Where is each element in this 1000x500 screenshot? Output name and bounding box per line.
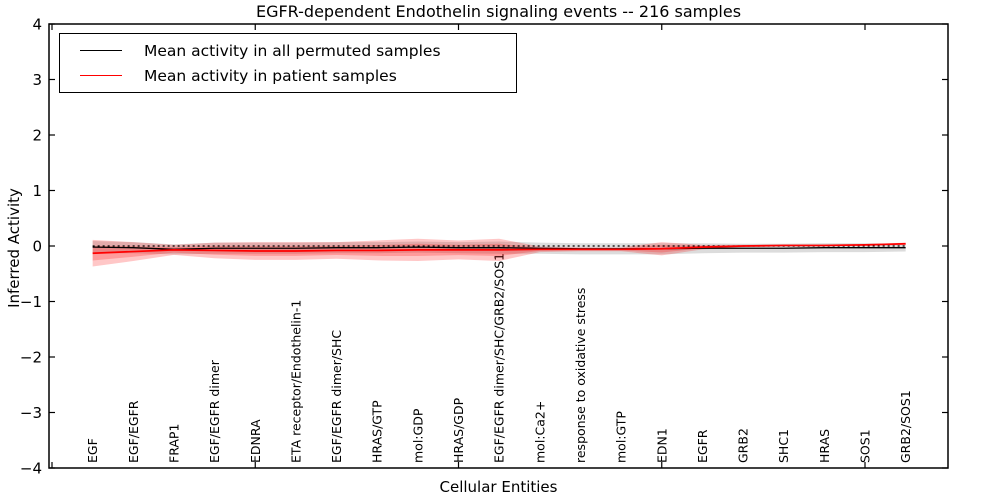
patient-mean-line (92, 242, 906, 255)
patient-std-band-outer (92, 238, 906, 267)
x-tick-label: mol:Ca2+ (532, 401, 547, 463)
legend-entry-patient: Mean activity in patient samples (70, 63, 506, 88)
x-tick-label: HRAS/GTP (370, 400, 385, 463)
x-tick-label: SOS1 (858, 429, 873, 463)
y-tick-label: 3 (32, 71, 42, 89)
y-tick-label: 0 (32, 238, 42, 256)
chart-title: EGFR-dependent Endothelin signaling even… (255, 2, 742, 21)
y-tick-label: 4 (32, 16, 42, 34)
y-tick-label: −2 (20, 349, 42, 367)
x-tick-label: EGF/EGFR dimer/SHC/GRB2/SOS1 (492, 253, 507, 463)
y-axis-label: Inferred Activity (5, 188, 23, 308)
x-tick-label: SHC1 (776, 429, 791, 463)
x-tick-label: mol:GDP (410, 408, 425, 463)
x-tick-label: EDNRA (248, 419, 263, 463)
y-tick-label: −3 (20, 404, 42, 422)
x-tick-label: GRB2 (736, 428, 751, 463)
y-tick-label: −1 (20, 293, 42, 311)
legend-swatch-patient-line (80, 75, 122, 76)
x-tick-label: EGF/EGFR (126, 400, 141, 463)
legend-entry-permuted: Mean activity in all permuted samples (70, 38, 506, 63)
legend-label-patient: Mean activity in patient samples (144, 66, 397, 85)
x-tick-label: EGF (85, 438, 100, 463)
legend: Mean activity in all permuted samples Me… (59, 33, 517, 93)
y-tick-label: −4 (20, 460, 42, 478)
x-tick-label: HRAS/GDP (451, 397, 466, 463)
x-tick-label: HRAS (817, 429, 832, 463)
permuted-mean-line (92, 246, 906, 250)
x-tick-label: ETA receptor/Endothelin-1 (288, 300, 303, 463)
x-tick-label: EGF/EGFR dimer/SHC (329, 330, 344, 463)
x-tick-label: FRAP1 (166, 424, 181, 463)
x-tick-label: EDN1 (654, 428, 669, 463)
x-tick-label: response to oxidative stress (573, 288, 588, 463)
y-tick-label: 1 (32, 182, 42, 200)
x-axis-label: Cellular Entities (439, 478, 558, 496)
x-tick-label: EGFR (695, 429, 710, 463)
legend-label-permuted: Mean activity in all permuted samples (144, 41, 441, 60)
x-tick-label: GRB2/SOS1 (898, 390, 913, 463)
legend-swatch-permuted-line (80, 50, 122, 51)
x-tick-label: mol:GTP (614, 411, 629, 463)
x-tick-label: EGF/EGFR dimer (207, 359, 222, 463)
y-tick-label: 2 (32, 127, 42, 145)
